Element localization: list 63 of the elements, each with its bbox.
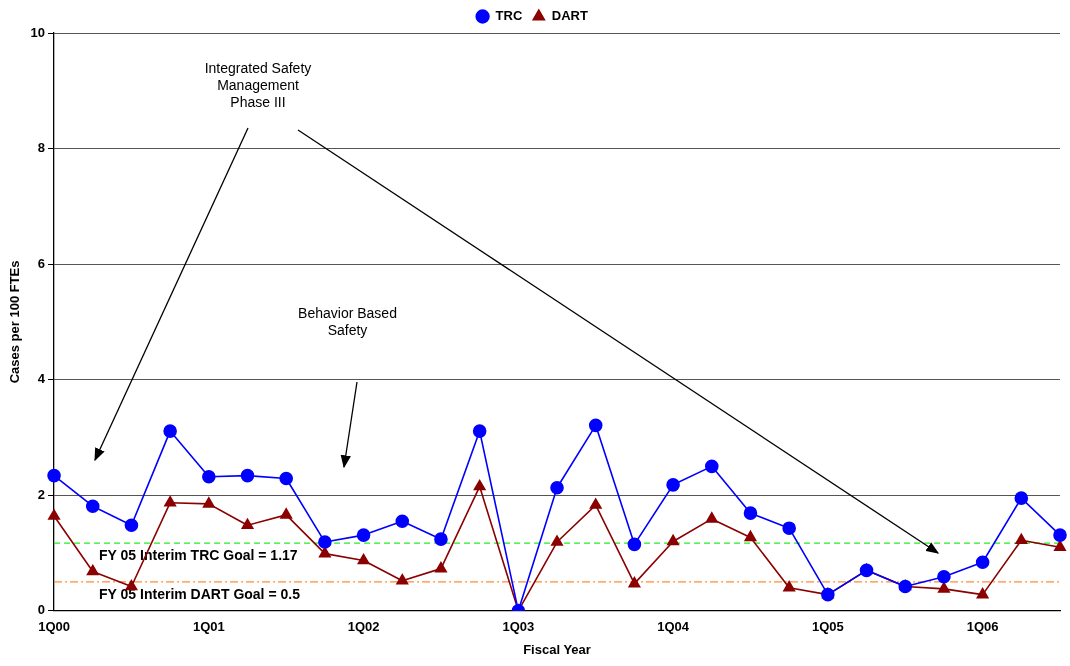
point [937,569,951,584]
point [937,582,950,593]
annotation: Integrated Safety Management Phase III [203,60,313,111]
point [473,479,486,491]
y-tick-label: 0 [37,602,46,618]
point [318,535,332,549]
point [975,555,990,570]
point [472,424,487,438]
point [704,459,719,474]
y-tick-label: 6 [37,255,46,271]
x-tick-label: 1Q01 [192,619,225,635]
point [47,468,61,483]
point [163,424,177,438]
x-tick-label: 1Q05 [811,619,844,635]
x-tick-label: 1Q04 [657,619,690,635]
point [434,532,448,546]
point [628,576,641,588]
point [667,534,680,546]
point [124,518,139,533]
y-tick-label: 10 [30,24,46,40]
point [1053,528,1067,542]
point [705,512,718,523]
point [202,469,216,484]
y-tick-label: 8 [37,140,46,156]
legend-label: DART [551,8,588,24]
point [280,508,293,519]
point [588,418,603,433]
point [743,506,758,520]
point [976,587,989,599]
point [357,553,370,565]
legend-label: TRC [495,8,523,24]
x-tick-label: 1Q03 [502,619,535,635]
point [396,573,409,585]
point [241,518,254,530]
x-tick-label: 1Q02 [347,619,380,635]
annotation: Behavior Based Safety [297,305,398,339]
point [589,498,602,509]
point [356,528,371,542]
y-axis-title: Cases per 100 FTEs [7,260,23,384]
point [1054,540,1066,552]
point [1014,491,1029,505]
point [48,509,61,520]
y-tick-label: 4 [37,371,46,387]
x-axis-title: Fiscal Year [523,641,591,657]
point [666,478,680,492]
point [164,495,177,507]
point [783,580,796,592]
point [434,561,447,573]
point [240,468,255,483]
y-tick-label: 2 [37,486,46,502]
x-tick-label: 1Q06 [966,619,999,635]
point [550,480,564,495]
point [744,530,757,542]
point [627,537,642,552]
point [551,535,564,546]
point [85,499,100,514]
point [86,564,99,576]
point [279,471,293,486]
point [202,497,215,508]
point [782,521,796,535]
point [395,514,410,529]
point [1015,533,1028,545]
x-tick-label: 1Q00 [38,619,70,635]
